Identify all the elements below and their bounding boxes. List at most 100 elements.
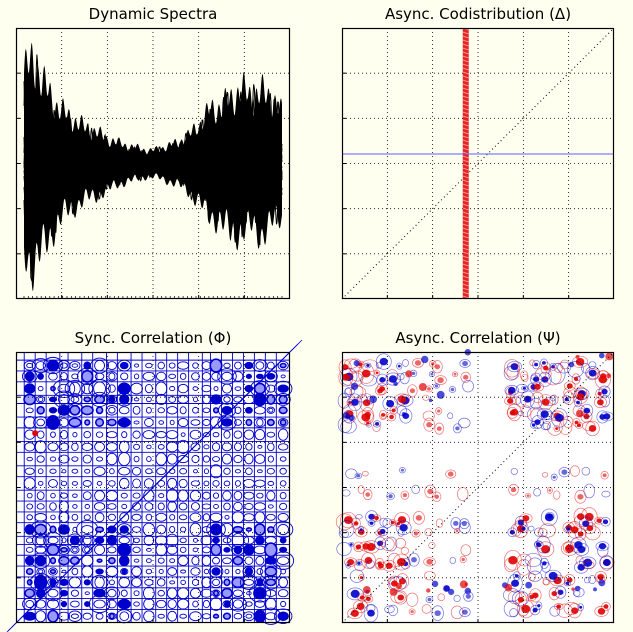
async-contour <box>421 604 432 614</box>
async-contour <box>459 555 467 564</box>
async-contour <box>550 473 558 481</box>
async-peak <box>565 544 572 551</box>
contour-blob <box>177 395 189 404</box>
contour-blob <box>132 502 142 511</box>
contour-blob <box>121 431 128 439</box>
async-peak <box>421 355 429 364</box>
band-texture <box>462 195 469 199</box>
contour-blob <box>268 407 274 413</box>
contour-blob <box>254 511 266 524</box>
async-peak <box>430 372 434 376</box>
async-contour <box>394 393 410 406</box>
band-texture <box>462 99 469 103</box>
contour-blob <box>37 468 44 475</box>
async-peak <box>541 545 551 554</box>
contour-blob <box>157 407 165 414</box>
contour-blob <box>243 578 255 586</box>
contour-blob <box>108 407 116 414</box>
async-peak <box>534 419 541 425</box>
band-texture <box>462 67 469 71</box>
contour-blob <box>280 374 286 379</box>
async-peak <box>418 383 427 391</box>
contour-blob <box>94 576 105 589</box>
async-peak <box>399 523 408 532</box>
contour-blob <box>277 360 289 371</box>
band-texture <box>462 139 469 143</box>
async-peak <box>531 423 536 427</box>
async-contour <box>372 420 382 428</box>
async-contour <box>375 353 392 370</box>
async-contour <box>379 409 388 420</box>
async-contour <box>510 467 518 475</box>
contour-blob <box>24 467 35 475</box>
contour-blob <box>107 525 117 534</box>
contour-blob <box>254 429 266 441</box>
async-peak <box>554 413 564 422</box>
contour-blob <box>279 537 287 544</box>
async-contour <box>558 419 573 435</box>
contour-blob <box>157 502 165 511</box>
contour-blob <box>279 456 287 462</box>
async-contour <box>600 470 609 480</box>
contour-blob <box>191 372 200 381</box>
band-texture <box>462 119 469 123</box>
contour-blob <box>25 546 34 553</box>
async-contour <box>530 604 541 616</box>
async-contour <box>388 519 397 526</box>
async-peak <box>410 610 414 614</box>
contour-blob <box>107 556 116 565</box>
contour-blob <box>118 451 131 467</box>
contour-blob <box>255 555 265 566</box>
async-peak <box>598 352 605 359</box>
contour-blob <box>133 537 140 544</box>
contour-blob <box>145 513 153 521</box>
contour-blob <box>133 590 140 597</box>
contour-blob <box>83 579 91 586</box>
contour-blob <box>168 373 177 380</box>
async-contour <box>506 365 520 380</box>
contour-blob <box>77 367 98 385</box>
contour-blob <box>191 455 200 464</box>
contour-blob <box>277 418 289 427</box>
contour-blob <box>177 361 190 370</box>
async-peak <box>575 357 585 366</box>
contour-blob <box>167 500 177 513</box>
contour-blob <box>120 492 128 499</box>
contour-blob <box>106 431 118 439</box>
band-texture <box>462 147 469 151</box>
async-contour <box>594 370 611 389</box>
contour-blob <box>244 453 254 465</box>
contour-blob <box>256 568 264 575</box>
contour-blob <box>107 418 117 427</box>
async-contour <box>601 490 611 498</box>
contour-blob <box>82 454 92 464</box>
async-contour <box>451 371 459 378</box>
contour-blob <box>267 480 275 486</box>
contour-blob <box>134 363 140 368</box>
async-contour <box>584 525 601 541</box>
async-contour <box>423 557 436 567</box>
dynamic-spectra-plot <box>15 27 291 300</box>
contour-blob <box>81 565 94 578</box>
contour-blob <box>23 477 36 490</box>
async-peak <box>374 515 379 521</box>
async-peak <box>363 585 371 594</box>
async-contour <box>574 561 589 574</box>
contour-blob <box>36 503 45 510</box>
contour-blob <box>108 395 116 404</box>
contour-blob <box>95 568 104 575</box>
contour-blob <box>202 599 210 609</box>
contour-blob <box>221 442 233 452</box>
contour-blob <box>211 567 221 576</box>
async-peak <box>393 381 398 387</box>
contour-blob <box>142 430 156 440</box>
contour-blob <box>254 523 266 536</box>
async-peak <box>459 580 468 589</box>
band-texture <box>462 235 469 239</box>
async-contour <box>340 419 357 434</box>
contour-blob <box>158 420 165 425</box>
contour-blob <box>133 420 140 425</box>
contour-blob <box>25 567 34 576</box>
async-peak <box>455 426 460 431</box>
async-contour <box>563 580 571 587</box>
